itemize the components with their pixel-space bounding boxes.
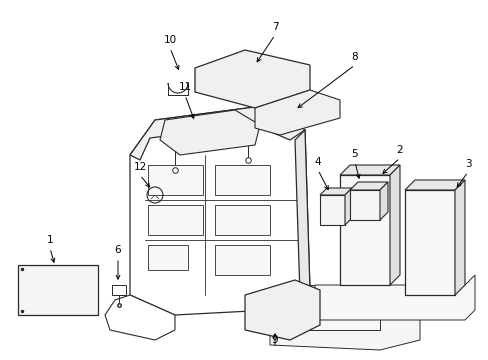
Text: 11: 11 — [178, 82, 191, 92]
Bar — [215, 245, 269, 275]
Text: 2: 2 — [396, 145, 403, 155]
Text: 3: 3 — [464, 159, 470, 169]
Polygon shape — [345, 188, 351, 225]
Polygon shape — [160, 110, 260, 155]
Polygon shape — [294, 130, 309, 295]
Text: 4: 4 — [314, 157, 321, 167]
Text: 1: 1 — [46, 235, 53, 245]
Bar — [18, 265, 98, 315]
Bar — [148, 245, 187, 270]
Polygon shape — [269, 290, 419, 350]
Text: 6: 6 — [115, 245, 121, 255]
Text: 12: 12 — [133, 162, 146, 172]
Text: 10: 10 — [163, 35, 176, 45]
Bar — [148, 165, 203, 195]
Bar — [112, 285, 126, 295]
Bar — [269, 298, 280, 308]
Polygon shape — [319, 195, 345, 225]
Bar — [285, 298, 294, 308]
Bar — [254, 298, 264, 308]
Polygon shape — [404, 190, 454, 295]
Polygon shape — [130, 105, 305, 160]
Polygon shape — [389, 165, 399, 285]
Polygon shape — [339, 165, 399, 175]
Text: 7: 7 — [271, 22, 278, 32]
Polygon shape — [339, 175, 389, 285]
Polygon shape — [254, 90, 339, 135]
Bar — [215, 205, 269, 235]
Polygon shape — [319, 188, 351, 195]
Polygon shape — [454, 180, 464, 295]
Text: 8: 8 — [351, 52, 358, 62]
Polygon shape — [105, 295, 175, 340]
Polygon shape — [244, 280, 319, 340]
Polygon shape — [379, 182, 387, 220]
Polygon shape — [130, 105, 309, 315]
Polygon shape — [349, 182, 387, 190]
Bar — [215, 165, 269, 195]
Bar — [148, 205, 203, 235]
Polygon shape — [349, 190, 379, 220]
Text: 5: 5 — [351, 149, 358, 159]
Polygon shape — [404, 180, 464, 190]
Text: 9: 9 — [271, 335, 278, 345]
Polygon shape — [195, 50, 309, 108]
Polygon shape — [314, 275, 474, 320]
Polygon shape — [309, 285, 379, 330]
